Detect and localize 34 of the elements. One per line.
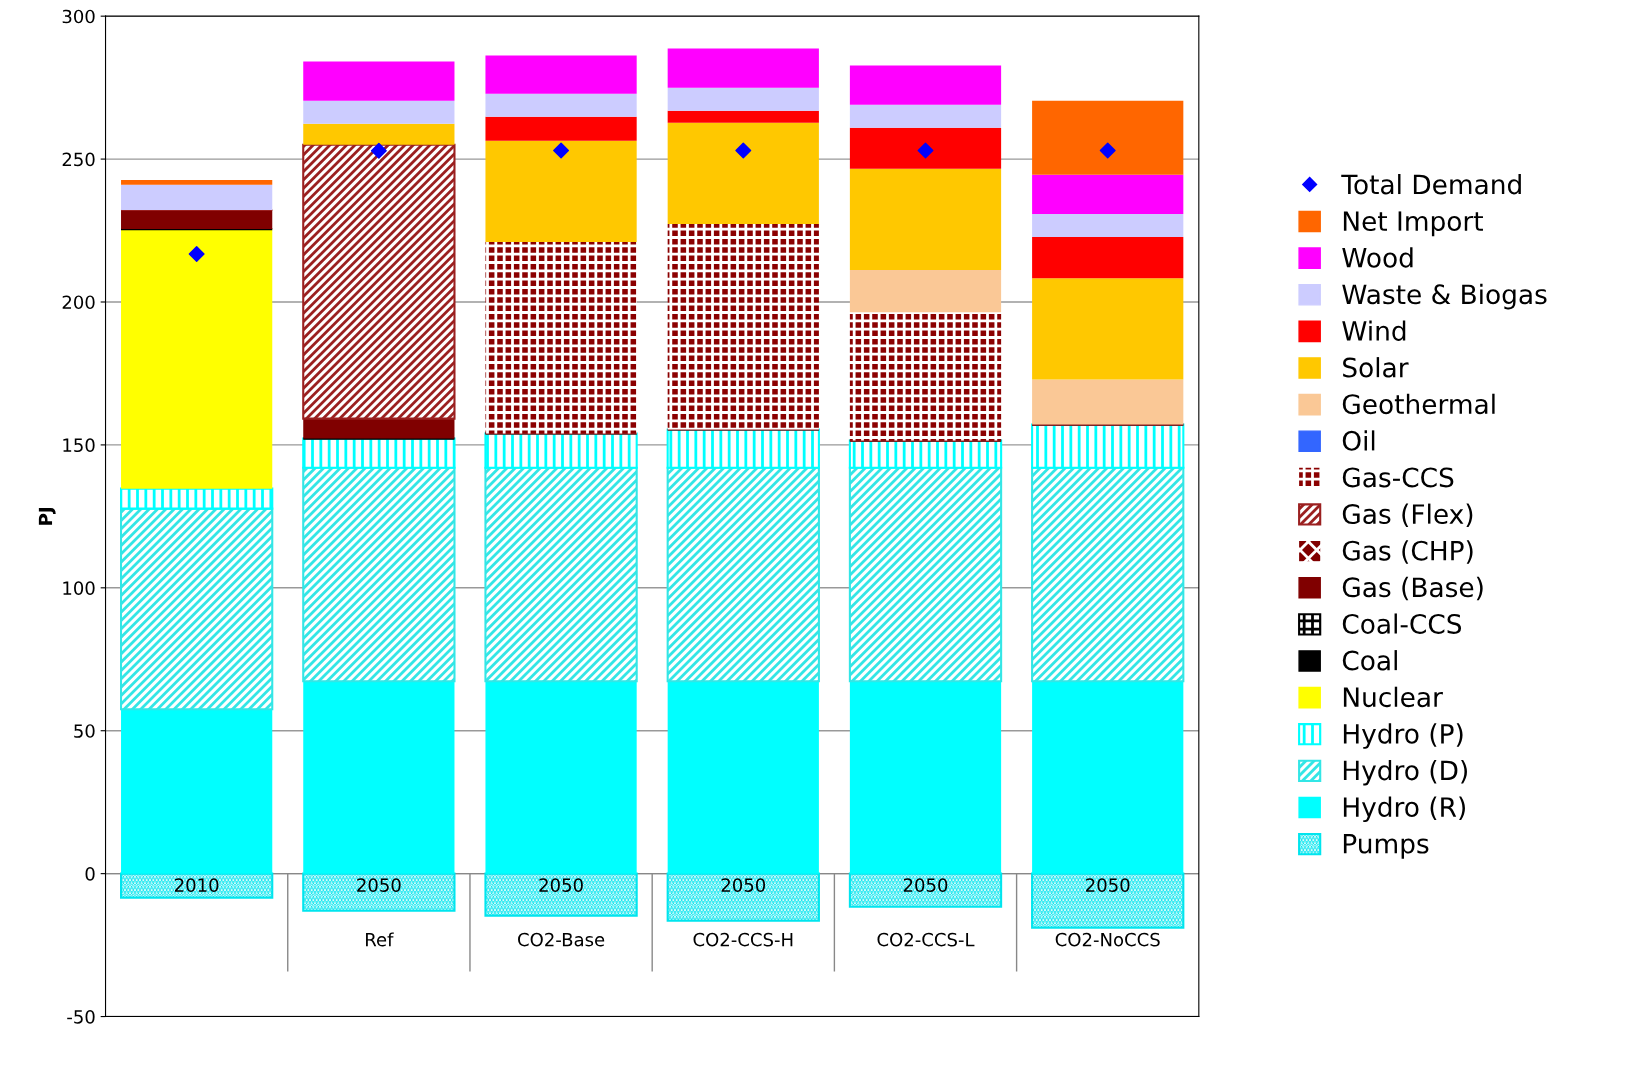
y-tick-label: 150 bbox=[63, 438, 95, 453]
y-tick-label: 250 bbox=[62, 152, 95, 167]
legend-label: Hydro (R) bbox=[1343, 796, 1465, 823]
legend-label: Oil bbox=[1342, 430, 1375, 451]
legend-label: Net Import bbox=[1343, 211, 1483, 237]
legend-label: Hydro (P) bbox=[1343, 723, 1463, 749]
legend-label: Gas-CCS bbox=[1342, 467, 1454, 488]
legend-label: Waste & Biogas bbox=[1342, 283, 1547, 310]
y-tick-label: -50 bbox=[67, 1010, 95, 1024]
x-tick-label: 2010 bbox=[174, 878, 219, 892]
legend-label: Nuclear bbox=[1343, 686, 1443, 708]
legend-label: Gas (Base) bbox=[1342, 576, 1483, 601]
legend-label: Wind bbox=[1342, 320, 1406, 341]
legend-label: Pumps bbox=[1343, 834, 1429, 859]
category-label: 2050 Ref bbox=[357, 878, 401, 947]
legend-label: Wood bbox=[1342, 247, 1413, 268]
y-tick-label: 50 bbox=[74, 724, 95, 738]
category-label: 2050 CO2-Base bbox=[518, 878, 605, 947]
category-label: 2050 CO2-CCS-H bbox=[693, 878, 793, 947]
legend-label: Total Demand bbox=[1341, 173, 1521, 195]
legend-label: Solar bbox=[1343, 357, 1409, 378]
category-label: 2050 CO2-NoCCS bbox=[1055, 878, 1160, 947]
y-tick-label: 0 bbox=[85, 867, 95, 881]
y-tick-label: 300 bbox=[62, 9, 95, 24]
legend-label: Gas (Flex) bbox=[1342, 503, 1473, 528]
legend-label: Geothermal bbox=[1342, 393, 1495, 415]
legend-label: Gas (CHP) bbox=[1342, 540, 1473, 564]
legend-label: Coal-CCS bbox=[1342, 613, 1462, 634]
y-tick-label: 200 bbox=[62, 295, 95, 310]
y-axis-title: PJ bbox=[38, 508, 56, 525]
legend-label: Coal bbox=[1342, 650, 1397, 671]
y-tick-label: 100 bbox=[63, 581, 95, 595]
category-label: 2050 CO2-CCS-L bbox=[877, 878, 975, 947]
legend-label: Hydro (D) bbox=[1343, 759, 1467, 786]
